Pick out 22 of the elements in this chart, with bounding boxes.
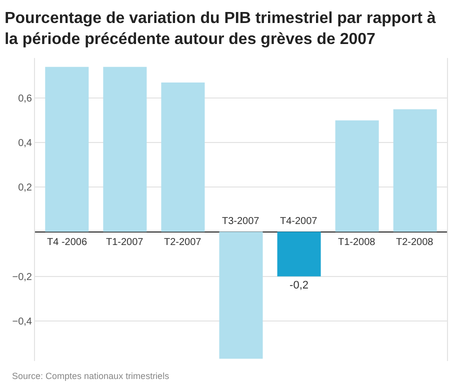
bar	[103, 66, 147, 232]
x-tick-label: T4 -2006	[47, 237, 88, 248]
bar	[393, 109, 437, 232]
y-tick-label: 0,6	[18, 94, 32, 105]
bar	[219, 232, 263, 359]
x-tick-label: T2-2008	[396, 237, 434, 248]
bar	[45, 66, 89, 232]
data-label: -0,2	[290, 279, 309, 292]
x-tick-label: T1-2007	[106, 237, 144, 248]
bar	[335, 120, 379, 232]
chart-title: Pourcentage de variation du PIB trimestriel par rapport à la période précédente autour des grèves de 2007	[4, 10, 436, 48]
y-tick-label: 0,4	[18, 138, 32, 150]
x-tick-label: T1-2008	[338, 237, 376, 248]
y-tick-label: 0,2	[18, 182, 32, 194]
x-tick-label: T3-2007	[222, 216, 260, 227]
x-tick-label: T2-2007	[164, 237, 202, 248]
x-tick-label: T4-2007	[280, 216, 318, 227]
y-tick-label: −0,2	[12, 272, 32, 283]
bar	[161, 82, 205, 232]
bar	[277, 232, 321, 276]
source-note: Source: Comptes nationaux trimestriels	[12, 371, 170, 381]
y-tick-label: −0,4	[12, 316, 32, 328]
